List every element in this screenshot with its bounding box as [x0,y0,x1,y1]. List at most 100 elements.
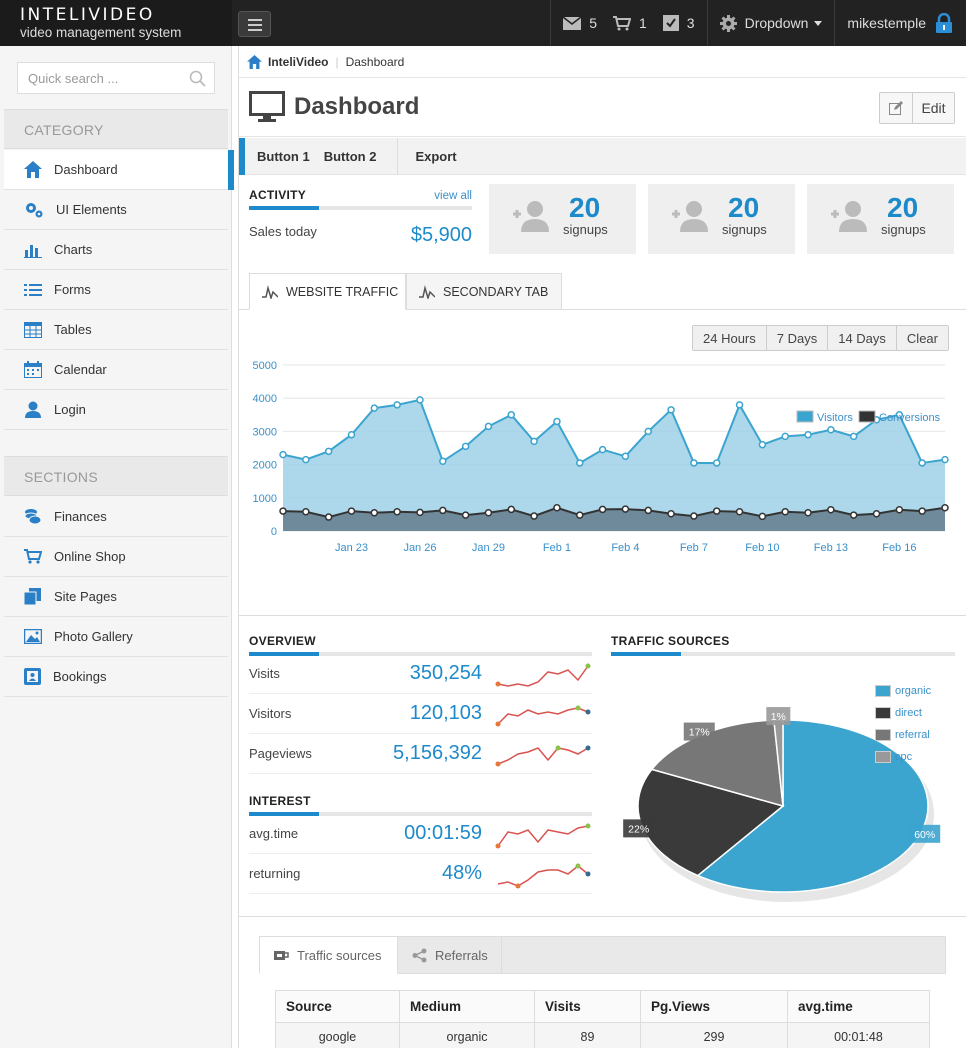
sidebar-item-label: Online Shop [54,549,126,564]
data-point [895,411,904,419]
menu-toggle-button[interactable] [238,11,271,37]
pie-label: 17% [689,727,710,739]
data-point [849,511,858,519]
brand-logo[interactable]: INTELIVIDEO video management system [0,0,232,46]
sidebar-item-ui-elements[interactable]: UI Elements [4,190,228,230]
brand-subtitle: video management system [20,25,182,40]
sidebar-item-site-pages[interactable]: Site Pages [4,577,228,617]
export-button[interactable]: Export [415,148,457,164]
column-header[interactable]: Visits [534,990,641,1023]
data-point [827,425,835,434]
overview-row-visits: Visits 350,254 [249,654,592,694]
share-icon [412,948,427,962]
user-icon [25,401,41,418]
data-point [941,455,949,464]
add-user-icon [672,201,708,232]
data-point [758,512,767,521]
sparkline [495,705,591,727]
column-header[interactable]: Source [275,990,400,1023]
cart-icon [612,15,631,30]
button-1[interactable]: Button 1 [257,148,310,164]
row-value: 5,156,392 [393,742,482,764]
pages-icon [24,588,41,605]
add-user-icon [513,201,549,232]
column-header[interactable]: Medium [399,990,535,1023]
top-bar: INTELIVIDEO video management system 5 1 … [0,0,966,46]
search-input[interactable]: Quick search ... [17,62,215,94]
tab-referrals[interactable]: Referrals [398,936,502,974]
user-menu[interactable]: mikestemple [834,0,966,46]
tab-website-traffic[interactable]: WEBSITE TRAFFIC [249,273,406,310]
range-7d-button[interactable]: 7 Days [766,326,829,350]
lock-icon[interactable] [936,13,952,33]
data-point [416,396,424,404]
mail-notification[interactable]: 5 [563,15,597,31]
data-point [621,505,630,513]
sidebar-item-charts[interactable]: Charts [4,230,228,270]
page-title: Dashboard [294,93,420,120]
tab-traffic-sources[interactable]: Traffic sources [259,936,398,974]
overview-widget: OVERVIEW Visits 350,254 Visitors 120,103… [249,634,592,894]
data-point [439,506,447,515]
bottom-tabs: Traffic sources Referrals [259,936,946,974]
sidebar-item-dashboard[interactable]: Dashboard [4,150,234,190]
data-point [461,511,470,519]
column-header[interactable]: avg.time [787,990,930,1023]
tab-label: Referrals [435,947,488,963]
stat-label: signups [881,222,926,237]
column-header[interactable]: Pg.Views [640,990,788,1023]
interest-row-returning: returning 48% [249,854,592,894]
tasks-notification[interactable]: 3 [662,15,695,31]
sidebar-item-online-shop[interactable]: Online Shop [4,537,228,577]
sidebar-item-photo-gallery[interactable]: Photo Gallery [4,617,228,657]
tab-secondary[interactable]: SECONDARY TAB [406,273,562,310]
range-clear-button[interactable]: Clear [896,326,948,350]
view-all-link[interactable]: view all [434,190,472,202]
gears-icon [26,202,43,217]
sidebar: Quick search ... CATEGORY Dashboard UI E… [0,46,234,1048]
tab-label: SECONDARY TAB [443,284,549,299]
data-point [507,505,516,514]
sidebar-item-tables[interactable]: Tables [4,310,228,350]
search-placeholder: Quick search ... [28,71,119,86]
title-underline [611,652,955,656]
dropdown-menu[interactable]: Dropdown [706,0,835,46]
section-divider [239,916,966,917]
data-point [667,406,675,414]
range-24h-button[interactable]: 24 Hours [693,326,767,350]
sidebar-item-calendar[interactable]: Calendar [4,350,228,390]
table-row[interactable]: google organic 89 299 00:01:48 [275,1022,930,1048]
overview-row-visitors: Visitors 120,103 [249,694,592,734]
data-point [941,504,949,512]
dropdown-label: Dropdown [744,15,809,31]
pie-label: 1% [771,711,786,723]
sidebar-item-bookings[interactable]: Bookings [4,657,228,697]
y-tick-label: 4000 [253,393,277,405]
table-cell: google [275,1022,400,1048]
data-point [781,507,789,516]
edit-button[interactable]: Edit [879,92,955,124]
row-label: Visits [249,666,280,681]
traffic-sources-title: TRAFFIC SOURCES [611,634,730,648]
data-point [302,507,310,516]
sparkline [497,863,591,889]
breadcrumb: InteliVideo | Dashboard [239,46,966,78]
table-cell: organic [399,1022,535,1048]
envelope-icon [563,16,582,30]
book-icon [24,668,41,685]
data-point [849,432,858,441]
sidebar-item-finances[interactable]: Finances [4,497,228,537]
data-point [324,513,333,521]
legend-item-referral: referral [875,724,931,746]
sidebar-item-login[interactable]: Login [4,390,228,430]
range-14d-button[interactable]: 14 Days [828,326,897,350]
breadcrumb-root[interactable]: InteliVideo [268,54,329,69]
x-tick-label: Jan 26 [403,542,436,554]
button-2[interactable]: Button 2 [323,148,377,164]
sidebar-item-forms[interactable]: Forms [4,270,228,310]
cart-notification[interactable]: 1 [612,15,647,31]
sales-label: Sales today [249,224,317,239]
search-icon[interactable] [189,70,206,87]
legend-swatch [875,685,891,697]
home-icon[interactable] [247,54,262,69]
